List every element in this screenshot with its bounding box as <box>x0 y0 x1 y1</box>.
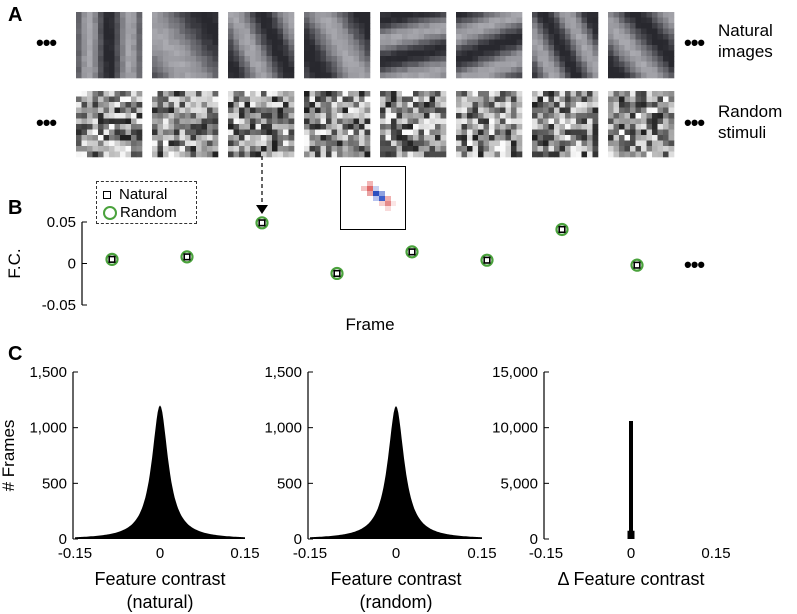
hist-bars <box>310 406 482 539</box>
hist-x-tick-label: 0 <box>627 545 635 562</box>
legend-random-label: Random <box>120 204 177 221</box>
random-stimuli-label: Random stimuli <box>718 101 782 143</box>
hist-x-label: Feature contrast <box>94 569 225 589</box>
hist-x-tick-label: -0.15 <box>58 545 92 562</box>
natural-patch <box>76 12 143 79</box>
hist-bar <box>629 420 633 539</box>
random-patch <box>380 91 447 158</box>
hist-x-tick-label: 0 <box>156 545 164 562</box>
hist-y-tick-label: 0 <box>59 531 67 548</box>
hist-x-tick-label: 0.15 <box>701 545 730 562</box>
hist-x-label: Δ Feature contrast <box>557 569 704 589</box>
random-point <box>480 253 494 267</box>
hist-y-tick-label: 15,000 <box>492 364 538 381</box>
hist-bars <box>75 405 245 539</box>
panel-a-patches <box>76 12 675 158</box>
random-patch <box>608 91 675 158</box>
hist-x-tick-label: 0 <box>392 545 400 562</box>
y-tick-label: -0.05 <box>42 297 76 314</box>
y-tick-label: 0.05 <box>47 214 76 231</box>
legend-random: Random <box>103 204 177 221</box>
panel-letter-b: B <box>8 197 23 219</box>
random-point <box>180 250 194 264</box>
natural-point <box>558 225 566 234</box>
hist-y-tick-label: 0 <box>530 531 538 548</box>
natural-patch <box>380 12 447 79</box>
natural-images-label: Natural images <box>718 20 773 62</box>
random-patch <box>456 91 523 158</box>
random-point <box>555 222 569 237</box>
natural-point <box>258 219 266 227</box>
natural-label-line1: Natural <box>718 21 773 40</box>
natural-point <box>333 269 341 278</box>
y-axis-label: F.C. <box>5 248 24 278</box>
random-patch <box>304 91 371 158</box>
natural-patch <box>152 12 219 79</box>
hist-x-label-2: (natural) <box>126 592 193 612</box>
hist-x-label: Feature contrast <box>330 569 461 589</box>
x-axis-label: Frame <box>345 315 394 334</box>
random-label-line1: Random <box>718 102 783 121</box>
random-point <box>105 252 119 266</box>
natural-patch <box>532 12 599 79</box>
y-tick-label: 0 <box>68 256 76 273</box>
hist-y-tick-label: 1,500 <box>29 364 67 381</box>
hist-x-label-2: (random) <box>359 592 432 612</box>
hist-y-tick-label: 1,000 <box>29 420 67 437</box>
hist-y-tick-label: 10,000 <box>492 420 538 437</box>
random-patch <box>152 91 219 158</box>
panel-letter-c: C <box>8 343 23 365</box>
hist-y-tick-label: 1,500 <box>264 364 302 381</box>
hist-bar <box>627 530 635 539</box>
row1-ellipsis-right: ••• <box>684 30 705 55</box>
random-point <box>405 245 419 259</box>
random-marker-icon <box>103 205 117 220</box>
feature-filter-inset <box>340 166 406 230</box>
hist-x-tick-label: 0.15 <box>230 545 259 562</box>
random-patch <box>532 91 599 158</box>
hist-x-tick-label: 0.15 <box>467 545 496 562</box>
hist-y-tick-label: 500 <box>42 475 67 492</box>
random-point <box>330 266 344 281</box>
row2-ellipsis-left: ••• <box>36 110 57 135</box>
feature-filter-icon <box>361 181 396 211</box>
natural-point <box>483 256 491 264</box>
natural-point <box>183 253 191 261</box>
natural-marker-icon <box>103 190 111 199</box>
natural-patch <box>228 12 295 79</box>
random-point <box>630 258 644 272</box>
legend-box: Natural Random <box>96 181 197 224</box>
hist-y-tick-label: 500 <box>277 475 302 492</box>
natural-point <box>108 255 116 263</box>
random-label-line2: stimuli <box>718 123 767 142</box>
natural-label-line2: images <box>718 42 773 61</box>
hist-y-tick-label: 0 <box>294 531 302 548</box>
natural-point <box>633 261 641 269</box>
arrow-head-icon <box>256 205 268 214</box>
frames-ellipsis: ••• <box>684 252 705 277</box>
natural-patch <box>456 12 523 79</box>
random-patch <box>76 91 143 158</box>
random-point <box>255 216 269 230</box>
legend-natural: Natural <box>103 186 167 203</box>
natural-patch <box>608 12 675 79</box>
hist-x-tick-label: -0.15 <box>293 545 327 562</box>
random-patch <box>228 91 295 158</box>
hist-x-tick-label: -0.15 <box>529 545 563 562</box>
row2-ellipsis-right: ••• <box>684 110 705 135</box>
panel-b-scatter: 0.05 0 -0.05 F.C. Frame <box>5 156 644 334</box>
row1-ellipsis-left: ••• <box>36 30 57 55</box>
natural-patch <box>304 12 371 79</box>
panel-letter-a: A <box>8 4 23 26</box>
natural-point <box>408 248 416 256</box>
hist-y-tick-label: 5,000 <box>500 475 538 492</box>
hist-y-label: # Frames <box>0 420 18 492</box>
hist-y-tick-label: 1,000 <box>264 420 302 437</box>
legend-natural-label: Natural <box>119 186 168 203</box>
